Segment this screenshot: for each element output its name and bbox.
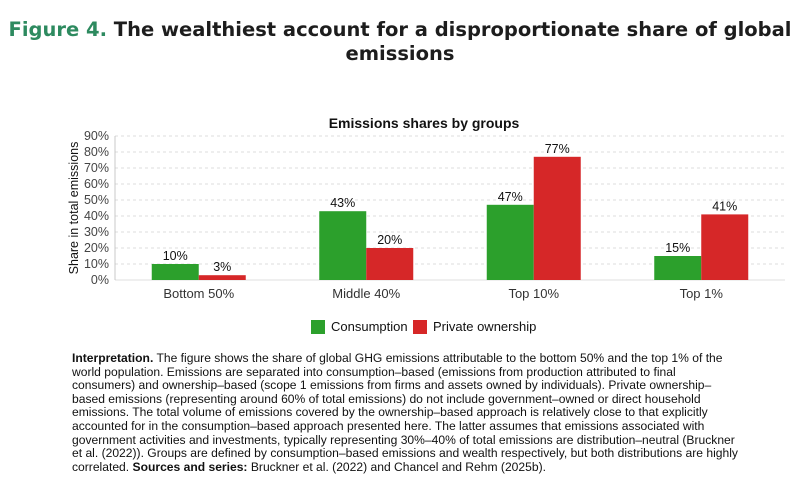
category-label: Top 1% <box>680 286 724 301</box>
category-label: Bottom 50% <box>163 286 234 301</box>
data-label: 47% <box>498 190 523 204</box>
y-tick-label: 70% <box>84 161 109 175</box>
data-label: 10% <box>163 249 188 263</box>
data-labels: 10% 3% 43% 20% 47% 77% 15% 41% <box>163 142 738 274</box>
bar-private-ownership <box>701 214 749 280</box>
sources-label: Sources and series: <box>132 459 248 474</box>
figure-title: Figure 4. The wealthiest account for a d… <box>0 18 800 66</box>
legend-label: Consumption <box>331 319 408 334</box>
data-label: 77% <box>545 142 570 156</box>
y-tick-label: 0% <box>91 273 109 287</box>
bar-private-ownership <box>366 248 414 280</box>
data-label: 41% <box>712 199 737 213</box>
data-label: 43% <box>330 196 355 210</box>
y-tick-label: 50% <box>84 193 109 207</box>
y-tick-label: 30% <box>84 225 109 239</box>
bar-consumption <box>151 264 199 280</box>
y-tick-label: 20% <box>84 241 109 255</box>
y-tick-label: 80% <box>84 145 109 159</box>
interpretation-label: Interpretation. <box>72 351 154 365</box>
chart-title: Emissions shares by groups <box>329 115 520 131</box>
data-label: 3% <box>213 260 231 274</box>
bar-consumption <box>486 204 534 280</box>
chart: Emissions shares by groups 0% 10% 20% 30% 40… <box>67 115 785 334</box>
bar-private-ownership <box>198 275 246 280</box>
y-tick-labels: 0% 10% 20% 30% 40% 50% 60% 70% 80% 90% <box>84 129 109 287</box>
category-labels: Bottom 50% Middle 40% Top 10% Top 1% <box>163 286 723 301</box>
bar-consumption <box>319 211 367 280</box>
bar-private-ownership <box>533 156 581 280</box>
legend-swatch <box>311 320 325 334</box>
data-label: 15% <box>665 241 690 255</box>
legend-swatch <box>413 320 427 334</box>
bar-consumption <box>654 256 702 280</box>
figure-number: Figure 4. <box>8 18 107 41</box>
y-axis-title: Share in total emissions <box>67 142 81 275</box>
caption: Interpretation. The figure shows the sha… <box>72 351 742 474</box>
y-tick-label: 10% <box>84 257 109 271</box>
y-tick-label: 90% <box>84 129 109 143</box>
legend-label: Private ownership <box>433 319 536 334</box>
y-tick-label: 40% <box>84 209 109 223</box>
bars <box>151 156 749 280</box>
legend: Consumption Private ownership <box>311 319 536 334</box>
figure-title-text: The wealthiest account for a disproporti… <box>113 18 792 65</box>
sources-text: Bruckner et al. (2022) and Chancel and R… <box>250 459 546 474</box>
category-label: Top 10% <box>508 286 559 301</box>
interpretation-text: The figure shows the share of global GHG… <box>72 351 738 474</box>
data-label: 20% <box>377 233 402 247</box>
category-label: Middle 40% <box>332 286 400 301</box>
y-tick-label: 60% <box>84 177 109 191</box>
